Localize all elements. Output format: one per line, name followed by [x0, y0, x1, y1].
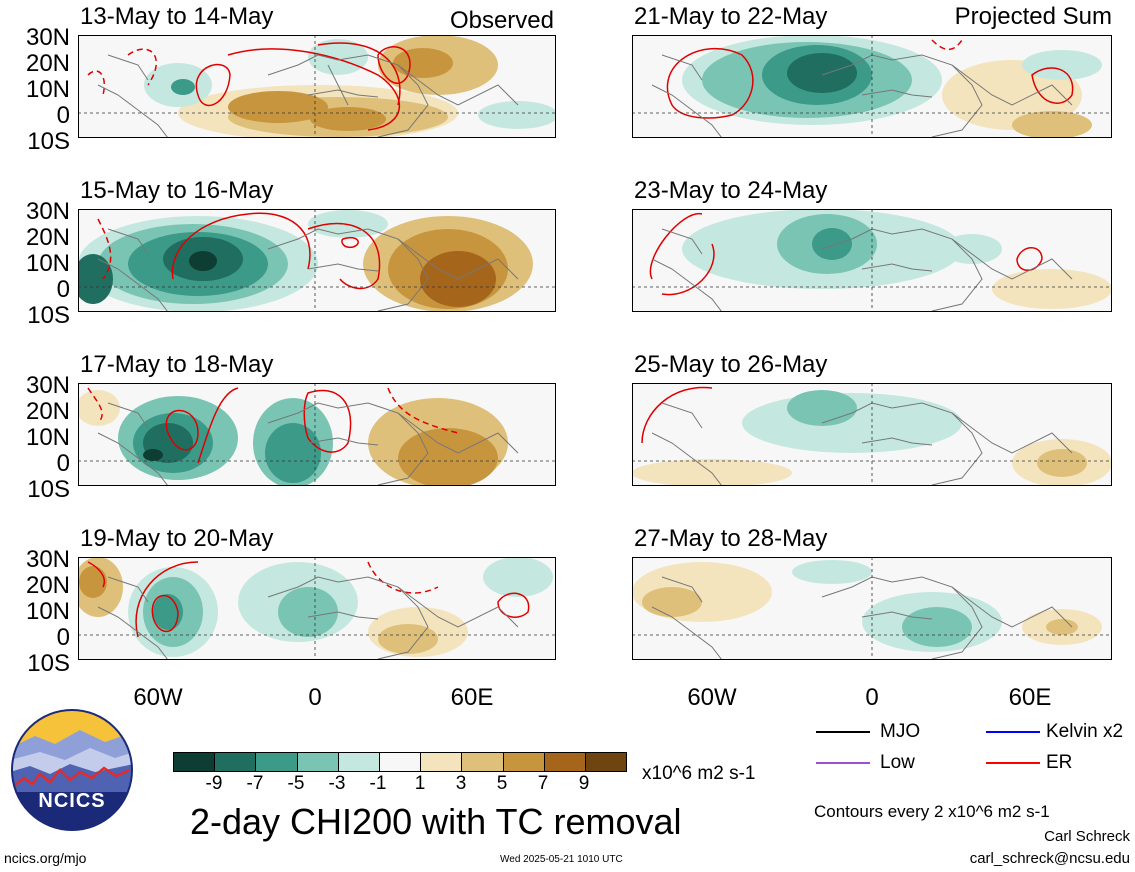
lon-label-0-left: 0: [308, 684, 322, 711]
lat-label: 30N: [25, 24, 70, 51]
colorbar-tick: -7: [246, 773, 264, 794]
lon-label-60w-right: 60W: [687, 684, 737, 711]
observed-tag: Observed: [449, 7, 554, 34]
map-panel-23-24-may: [632, 209, 1112, 312]
map-panel-13-14-may: [78, 35, 556, 138]
projected-tag: Projected Sum: [954, 3, 1112, 30]
ncics-logo: NCICS: [10, 708, 134, 832]
main-title: 2-day CHI200 with TC removal: [190, 801, 682, 842]
panel-title-1: 13-May to 14-May: [80, 3, 274, 30]
map-panel-25-26-may: [632, 383, 1112, 486]
colorbar-swatch: [420, 753, 462, 771]
panel-title-8: 27-May to 28-May: [634, 525, 828, 552]
colorbar: [173, 752, 627, 772]
footer-author: Carl Schreck: [1044, 828, 1130, 845]
map-panel-17-18-may: [78, 383, 556, 486]
colorbar-tick: 3: [455, 773, 467, 794]
legend-line-low: [816, 762, 870, 764]
lat-label: 0: [56, 102, 70, 129]
legend-label-mjo: MJO: [880, 721, 921, 742]
lon-label-60e-right: 60E: [1008, 684, 1052, 711]
panel-title-7: 25-May to 26-May: [634, 351, 828, 378]
colorbar-tick: 1: [414, 773, 426, 794]
colorbar-tick: -9: [205, 773, 223, 794]
footer-timestamp: Wed 2025-05-21 1010 UTC: [500, 854, 623, 865]
lat-label: 20N: [25, 572, 70, 599]
colorbar-swatch: [214, 753, 256, 771]
lat-label: 20N: [25, 398, 70, 425]
lat-label: 10N: [25, 76, 70, 103]
colorbar-tick: -3: [328, 773, 346, 794]
footer-url[interactable]: ncics.org/mjo: [4, 850, 87, 866]
map-panel-19-20-may: [78, 557, 556, 660]
panel-title-6: 23-May to 24-May: [634, 177, 828, 204]
colorbar-swatches: [173, 752, 627, 772]
lat-label: 10S: [27, 302, 70, 329]
colorbar-swatch: [584, 753, 627, 771]
lat-label: 30N: [25, 198, 70, 225]
lat-label: 10S: [27, 128, 70, 155]
colorbar-units: x10^6 m2 s-1: [642, 763, 756, 784]
legend: MJO Kelvin x2 Low ER: [816, 718, 1134, 778]
panel-title-3: 17-May to 18-May: [80, 351, 274, 378]
lat-label: 10S: [27, 650, 70, 677]
colorbar-swatch: [296, 753, 338, 771]
lon-label-60e-left: 60E: [450, 684, 494, 711]
colorbar-swatch: [378, 753, 421, 771]
colorbar-swatch: [255, 753, 297, 771]
colorbar-swatch: [174, 753, 215, 771]
map-panel-15-16-may: [78, 209, 556, 312]
lat-label: 10S: [27, 476, 70, 503]
lat-label: 20N: [25, 224, 70, 251]
lat-label: 0: [56, 450, 70, 477]
map-panel-27-28-may: [632, 557, 1112, 660]
footer-email[interactable]: carl_schreck@ncsu.edu: [969, 850, 1130, 867]
colorbar-tick: 5: [496, 773, 508, 794]
panel-title-4: 19-May to 20-May: [80, 525, 274, 552]
colorbar-swatch: [461, 753, 503, 771]
colorbar-swatch: [543, 753, 585, 771]
contours-note: Contours every 2 x10^6 m2 s-1: [814, 802, 1050, 821]
lat-label: 10N: [25, 598, 70, 625]
lon-label-0-right: 0: [865, 684, 879, 711]
legend-label-kelvin: Kelvin x2: [1046, 721, 1124, 742]
colorbar-tick: 7: [537, 773, 549, 794]
legend-label-er: ER: [1046, 752, 1073, 773]
lat-label: 30N: [25, 372, 70, 399]
lat-label: 0: [56, 276, 70, 303]
colorbar-swatch: [502, 753, 544, 771]
panel-title-2: 15-May to 16-May: [80, 177, 274, 204]
legend-line-mjo: [816, 731, 870, 733]
colorbar-ticks: -9 -7 -5 -3 -1 1 3 5 7 9: [173, 772, 627, 796]
lat-label: 10N: [25, 424, 70, 451]
panel-title-5: 21-May to 22-May: [634, 3, 828, 30]
lat-label: 0: [56, 624, 70, 651]
lon-label-60w-left: 60W: [133, 684, 183, 711]
legend-line-kelvin: [986, 731, 1040, 733]
colorbar-swatch: [337, 753, 379, 771]
colorbar-tick: -5: [287, 773, 305, 794]
colorbar-tick: 9: [578, 773, 590, 794]
colorbar-tick: -1: [369, 773, 387, 794]
lat-label: 10N: [25, 250, 70, 277]
legend-label-low: Low: [880, 752, 915, 773]
legend-line-er: [986, 762, 1040, 764]
lat-label: 20N: [25, 50, 70, 77]
lat-label: 30N: [25, 546, 70, 573]
map-panel-21-22-may: [632, 35, 1112, 138]
logo-text: NCICS: [38, 790, 106, 812]
